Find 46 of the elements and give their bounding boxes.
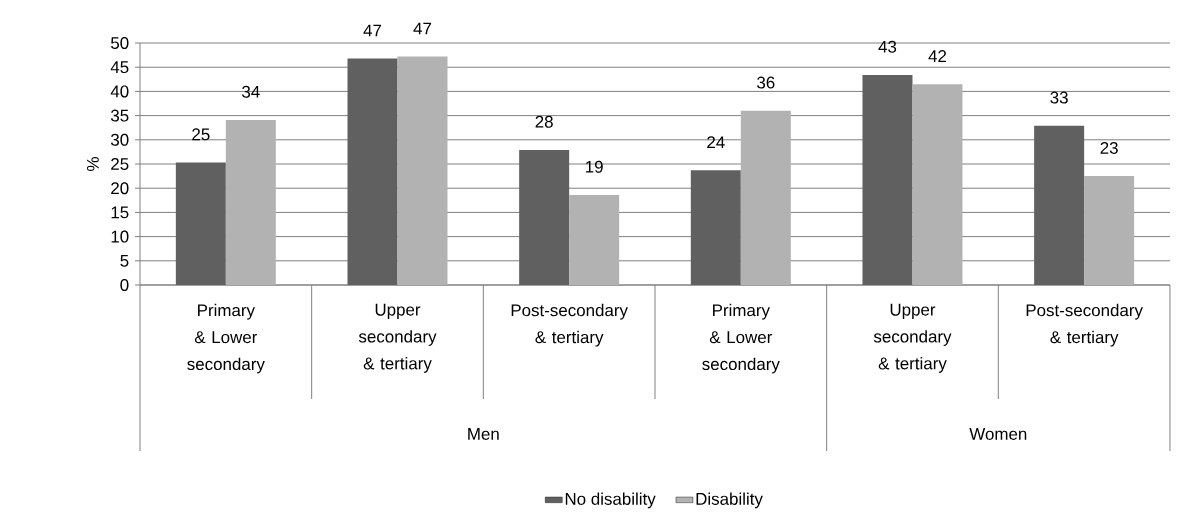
data-label: 24 xyxy=(707,136,725,149)
legend-label: No disability xyxy=(565,492,656,509)
y-tick-label: 25 xyxy=(111,158,129,171)
data-label: 28 xyxy=(535,115,553,128)
x-tick-label: Primary & Lower secondary xyxy=(702,303,780,374)
data-label: 47 xyxy=(363,24,382,37)
bar xyxy=(519,149,570,286)
bar xyxy=(862,74,913,286)
bar xyxy=(1034,125,1085,286)
bar xyxy=(347,58,398,286)
bar xyxy=(397,56,448,286)
bar xyxy=(569,194,620,286)
x-tick-label: Primary & Lower secondary xyxy=(187,303,265,374)
y-axis-title: % xyxy=(86,157,99,171)
bar xyxy=(740,110,791,286)
data-label: 19 xyxy=(586,160,603,173)
x-tick-label: Post-secondary & tertiary xyxy=(1026,303,1143,347)
bar xyxy=(912,84,963,286)
y-tick-label: 35 xyxy=(110,109,129,122)
y-tick-label: 0 xyxy=(120,279,129,292)
data-label: 47 xyxy=(413,22,432,35)
bar xyxy=(175,162,226,286)
y-tick-label: 40 xyxy=(110,85,129,98)
data-label: 42 xyxy=(928,50,947,62)
data-label: 43 xyxy=(878,40,897,53)
bar xyxy=(1084,176,1135,286)
y-tick-label: 45 xyxy=(110,61,129,74)
data-label: 23 xyxy=(1100,141,1118,154)
x-tick-label: Upper secondary & tertiary xyxy=(873,303,952,373)
bar xyxy=(225,119,276,286)
text: Men xyxy=(468,428,499,440)
data-label: 36 xyxy=(757,76,775,89)
legend-label: Disability xyxy=(696,492,763,509)
y-tick-label: 50 xyxy=(110,37,129,50)
x-tick-label: Post-secondary & tertiary xyxy=(511,303,628,347)
text: Women xyxy=(969,428,1027,440)
y-tick-label: 20 xyxy=(111,182,129,195)
y-tick-label: 15 xyxy=(111,206,129,219)
bar xyxy=(690,170,741,286)
data-label: 33 xyxy=(1050,91,1068,104)
y-tick-label: 30 xyxy=(110,133,129,146)
y-tick-label: 10 xyxy=(111,230,129,243)
data-label: 34 xyxy=(242,85,260,98)
data-label: 25 xyxy=(192,128,210,141)
x-tick-label: Upper secondary & tertiary xyxy=(358,303,437,373)
y-tick-label: 5 xyxy=(120,254,129,267)
